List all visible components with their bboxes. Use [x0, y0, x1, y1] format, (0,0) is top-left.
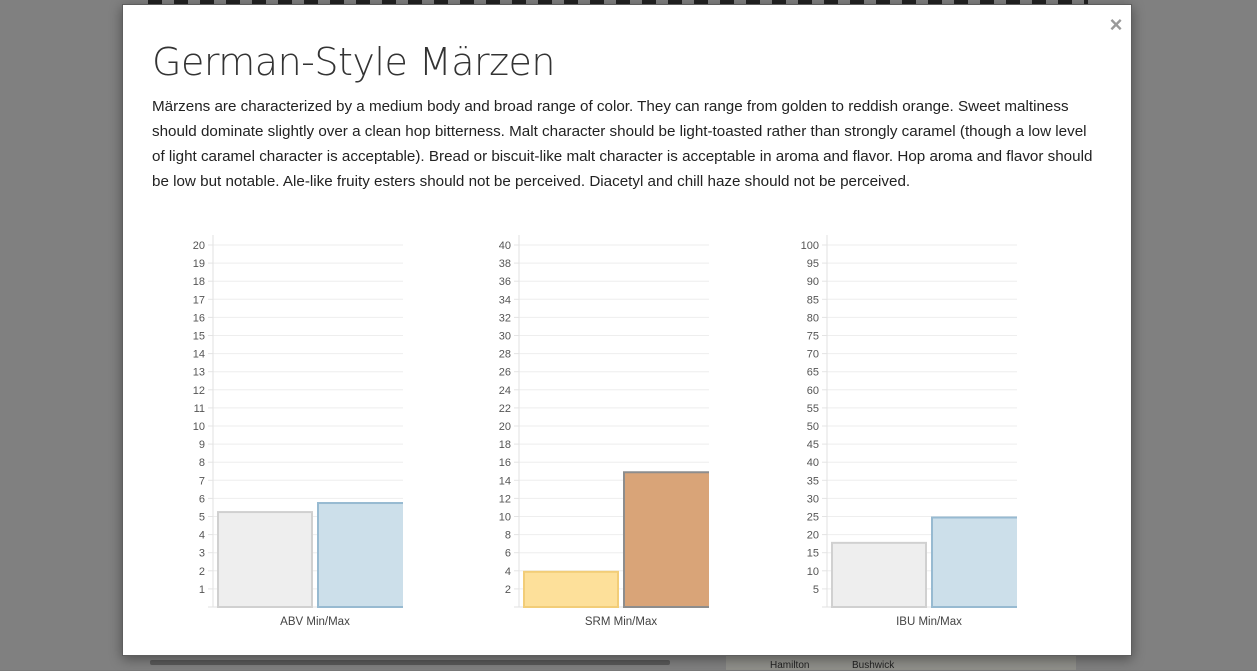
abv-y-tick-label: 3: [199, 548, 205, 560]
abv-y-tick-label: 20: [193, 240, 205, 252]
abv-y-tick-label: 9: [199, 439, 205, 451]
ibu-y-tick-label: 35: [807, 475, 819, 487]
modal-title: German-Style Märzen: [152, 40, 556, 84]
background-text-line: [150, 660, 670, 665]
srm-y-tick-label: 8: [505, 530, 511, 542]
map-label-hamilton: Hamilton: [770, 660, 810, 671]
abv-y-tick-label: 10: [193, 421, 205, 433]
srm-y-tick-label: 34: [499, 294, 511, 306]
beer-style-modal: × German-Style Märzen Märzens are charac…: [122, 4, 1132, 656]
abv-x-category-label: ABV Min/Max: [280, 616, 350, 628]
srm-chart-svg: 246810121416182022242628303234363840SRM …: [499, 235, 709, 628]
abv-y-tick-label: 6: [199, 493, 205, 505]
abv-y-tick-label: 15: [193, 331, 205, 343]
ibu-chart-svg: 5 10 15 20 25 30 35 40 45 50 55 60 65 70 75 80 85 90 95 100…: [801, 235, 1017, 628]
ibu-x-category-label: IBU Min/Max: [896, 616, 962, 628]
srm-y-tick-label: 30: [499, 331, 511, 343]
abv-y-tick-label: 13: [193, 367, 205, 379]
ibu-y-tick-label: 55: [807, 403, 819, 415]
abv-bar-max: [317, 502, 403, 608]
srm-y-tick-label: 4: [505, 566, 511, 578]
srm-y-tick-label: 12: [499, 493, 511, 505]
srm-chart: 2 4 6 8 10 12 14 16 18 20 22 24 26 28 30 32 34 36 38 40 SRM …: [459, 231, 709, 631]
ibu-y-tick-label: 30: [807, 493, 819, 505]
srm-y-tick-label: 38: [499, 258, 511, 270]
abv-y-tick-label: 1: [199, 584, 205, 596]
abv-y-tick-label: 5: [199, 512, 205, 524]
abv-y-tick-label: 12: [193, 385, 205, 397]
abv-y-tick-label: 8: [199, 457, 205, 469]
abv-y-tick-label: 16: [193, 312, 205, 324]
ibu-y-tick-label: 45: [807, 439, 819, 451]
srm-y-tick-label: 20: [499, 421, 511, 433]
close-icon[interactable]: ×: [1109, 12, 1123, 37]
srm-y-tick-label: 22: [499, 403, 511, 415]
ibu-y-tick-label: 20: [807, 530, 819, 542]
background-header-strip: [148, 0, 1088, 6]
ibu-y-tick-label: 5: [813, 584, 819, 596]
ibu-y-tick-label: 25: [807, 512, 819, 524]
abv-y-tick-label: 2: [199, 566, 205, 578]
srm-y-tick-label: 14: [499, 475, 511, 487]
ibu-chart: 5 10 15 20 25 30 35 40 45 50 55 60 65 70 75 80 85 90 95 100…: [767, 231, 1017, 631]
srm-y-tick-label: 24: [499, 385, 511, 397]
abv-y-tick-label: 19: [193, 258, 205, 270]
ibu-y-tick-label: 80: [807, 312, 819, 324]
ibu-y-tick-label: 70: [807, 349, 819, 361]
abv-y-tick-label: 18: [193, 276, 205, 288]
srm-y-tick-label: 2: [505, 584, 511, 596]
srm-bar-max: [623, 471, 709, 608]
ibu-y-tick-label: 10: [807, 566, 819, 578]
ibu-y-tick-label: 15: [807, 548, 819, 560]
background-map: [726, 656, 1076, 670]
ibu-y-tick-label: 90: [807, 276, 819, 288]
abv-bar-min: [217, 511, 313, 609]
style-description: Märzens are characterized by a medium bo…: [152, 98, 1093, 190]
ibu-y-tick-label: 40: [807, 457, 819, 469]
abv-y-tick-label: 11: [194, 403, 205, 415]
ibu-y-tick-label: 50: [807, 421, 819, 433]
ibu-bar-min: [831, 541, 927, 608]
srm-y-tick-label: 26: [499, 367, 511, 379]
ibu-bar-max: [931, 516, 1017, 608]
srm-y-tick-label: 36: [499, 276, 511, 288]
abv-y-tick-label: 7: [199, 475, 205, 487]
ibu-y-tick-label: 75: [807, 331, 819, 343]
ibu-y-tick-label: 60: [807, 385, 819, 397]
srm-y-tick-label: 10: [499, 512, 511, 524]
abv-y-tick-label: 4: [199, 530, 205, 542]
srm-y-tick-label: 32: [499, 312, 511, 324]
srm-y-tick-label: 40: [499, 240, 511, 252]
srm-x-category-label: SRM Min/Max: [585, 616, 657, 628]
srm-y-tick-label: 28: [499, 349, 511, 361]
ibu-y-tick-label: 100: [801, 240, 819, 252]
abv-y-tick-label: 14: [193, 349, 205, 361]
srm-y-tick-label: 16: [499, 457, 511, 469]
abv-y-tick-label: 17: [193, 294, 205, 306]
srm-bar-min: [523, 570, 619, 608]
ibu-y-tick-label: 95: [807, 258, 819, 270]
map-label-bushwick: Bushwick: [852, 660, 895, 671]
srm-y-tick-label: 6: [505, 548, 511, 560]
ibu-y-tick-label: 65: [807, 367, 819, 379]
ibu-y-tick-label: 85: [807, 294, 819, 306]
srm-y-tick-label: 18: [499, 439, 511, 451]
abv-chart: 1 2 3 4 5 6 7 8 9 10 11 12 13 14 15 16 17 18 19 20 ABV Min/M…: [153, 231, 403, 631]
